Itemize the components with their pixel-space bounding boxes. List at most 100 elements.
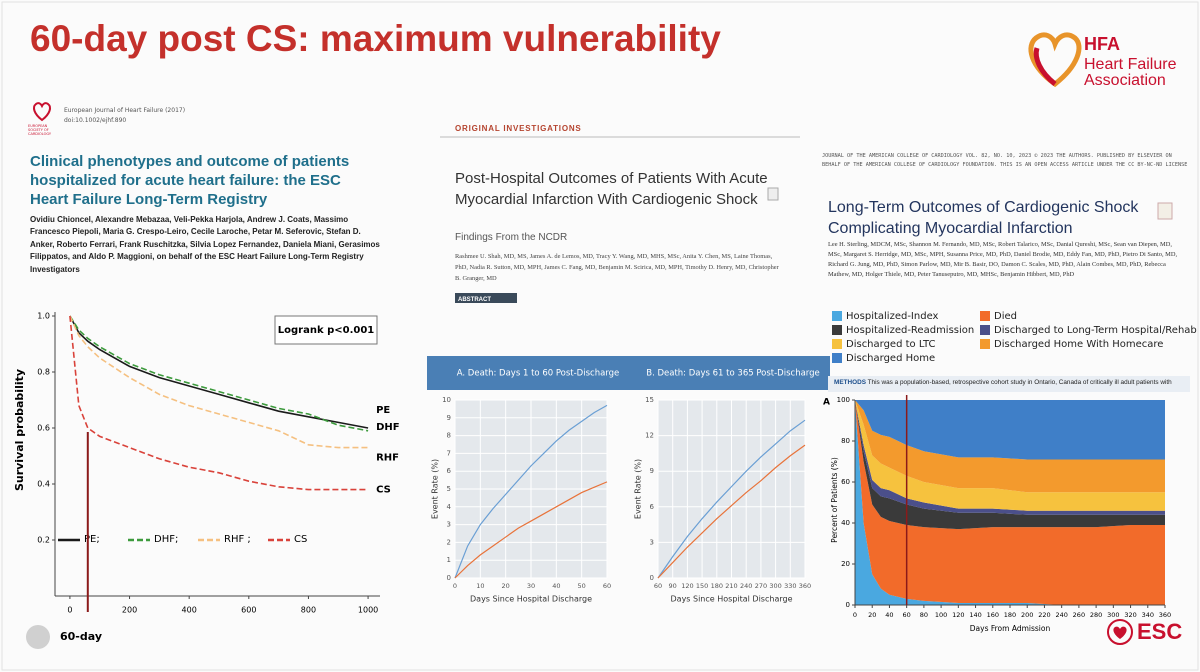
x-tick-label: 240: [740, 582, 752, 590]
legend-swatch: [832, 325, 842, 335]
legend-swatch: [832, 353, 842, 363]
hfa-name: Association: [1084, 72, 1166, 89]
paper-authors: Lee H. Sterling, MDCM, MSc, Shannon M. F…: [828, 241, 1178, 278]
x-tick-label: 30: [527, 582, 535, 590]
legend-label: RHF ;: [224, 534, 251, 545]
x-tick-label: 50: [578, 582, 586, 590]
x-tick-label: 600: [241, 606, 256, 615]
y-tick-label: 80: [841, 437, 850, 445]
x-tick-label: 150: [696, 582, 708, 590]
x-axis-label: Days Since Hospital Discharge: [470, 595, 592, 604]
y-tick-label: 9: [650, 467, 654, 475]
y-tick-label: 0.6: [37, 424, 50, 433]
x-tick-label: 180: [711, 582, 723, 590]
methods-label: METHODS: [834, 379, 866, 386]
x-tick-label: 280: [1090, 611, 1102, 619]
legend-swatch: [832, 311, 842, 321]
y-tick-label: 4: [447, 503, 452, 511]
x-tick-label: 60: [903, 611, 911, 619]
x-tick-label: 40: [885, 611, 893, 619]
x-axis-label: Days From Admission: [970, 624, 1051, 633]
y-tick-label: 0.8: [37, 368, 50, 377]
legend-label: Discharged to LTC: [846, 339, 936, 350]
y-tick-label: 2: [447, 538, 451, 546]
end-label: CS: [376, 485, 391, 496]
x-tick-label: 100: [935, 611, 947, 619]
x-tick-label: 60: [654, 582, 662, 590]
paper-authors: Rashmee U. Shah, MD, MS, James A. de Lem…: [455, 253, 779, 282]
y-tick-label: 40: [841, 519, 850, 527]
x-tick-label: 120: [952, 611, 964, 619]
panel-title: A. Death: Days 1 to 60 Post-Discharge: [457, 369, 620, 379]
x-tick-label: 220: [1038, 611, 1050, 619]
y-tick-label: 0.4: [37, 480, 50, 489]
y-tick-label: 12: [645, 432, 654, 440]
legend-swatch: [980, 311, 990, 321]
y-tick-label: 10: [442, 396, 451, 404]
y-tick-label: 3: [650, 538, 654, 546]
x-tick-label: 0: [453, 582, 457, 590]
y-tick-label: 7: [447, 449, 451, 457]
esc-journal-logo: [33, 102, 51, 122]
series-line: [454, 404, 608, 579]
series-line: [454, 481, 608, 579]
y-tick-label: 100: [837, 396, 850, 404]
y-tick-label: 8: [447, 432, 451, 440]
x-tick-label: 10: [476, 582, 484, 590]
x-tick-label: 240: [1055, 611, 1067, 619]
series-line: [657, 444, 806, 579]
abstract-bar: [455, 293, 517, 303]
y-axis-label: Percent of Patients (%): [830, 457, 839, 543]
y-tick-label: 60: [841, 478, 850, 486]
x-tick-label: 90: [669, 582, 677, 590]
x-tick-label: 210: [725, 582, 737, 590]
y-tick-label: 3: [447, 521, 451, 529]
y-tick-label: 1.0: [37, 312, 50, 321]
x-tick-label: 40: [552, 582, 560, 590]
y-tick-label: 9: [447, 414, 451, 422]
panel-header: [427, 356, 830, 390]
paper-title: Post-Hospital Outcomes of Patients With …: [455, 170, 768, 208]
journal: JOURNAL OF THE AMERICAN COLLEGE OF CARDI…: [822, 153, 1188, 168]
series-line: [657, 419, 806, 579]
hfa-name: Heart Failure: [1084, 56, 1177, 73]
series-line: [69, 315, 369, 449]
paper-title: Long-Term Outcomes of Cardiogenic Shock …: [828, 199, 1139, 237]
x-tick-label: 0: [853, 611, 857, 619]
legend-swatch: [980, 339, 990, 349]
series-line: [69, 315, 369, 429]
x-tick-label: 20: [502, 582, 510, 590]
hfa-heart: [1028, 32, 1082, 88]
y-tick-label: 1: [447, 556, 451, 564]
section-label: ORIGINAL INVESTIGATIONS: [455, 124, 582, 133]
legend-label: Died: [994, 311, 1017, 322]
x-tick-label: 140: [969, 611, 981, 619]
journal: European Journal of Heart Failure (2017): [64, 107, 186, 114]
slide-title: 60-day post CS: maximum vulnerability: [30, 18, 721, 59]
area-band: [855, 400, 1165, 493]
x-tick-label: 1000: [358, 606, 378, 615]
x-tick-label: 200: [122, 606, 137, 615]
x-tick-label: 200: [1021, 611, 1033, 619]
paper-subtitle: Findings From the NCDR: [455, 232, 568, 243]
x-tick-label: 260: [1073, 611, 1085, 619]
y-axis-label: Event Rate (%): [634, 459, 643, 519]
x-tick-label: 20: [868, 611, 876, 619]
area-band: [855, 400, 1165, 530]
legend-swatch: [980, 325, 990, 335]
x-tick-label: 160: [987, 611, 999, 619]
y-tick-label: 0: [846, 601, 850, 609]
panel-title: B. Death: Days 61 to 365 Post-Discharge: [646, 369, 820, 379]
x-tick-label: 80: [920, 611, 928, 619]
marker-label: 60-day: [60, 630, 102, 643]
y-tick-label: 0.2: [37, 536, 50, 545]
x-tick-label: 300: [769, 582, 781, 590]
x-tick-label: 360: [1159, 611, 1171, 619]
crossmark: [1157, 202, 1173, 220]
end-label: DHF: [376, 422, 400, 433]
esc-logo-text: ESC: [1137, 619, 1183, 644]
area-band: [855, 400, 1165, 511]
